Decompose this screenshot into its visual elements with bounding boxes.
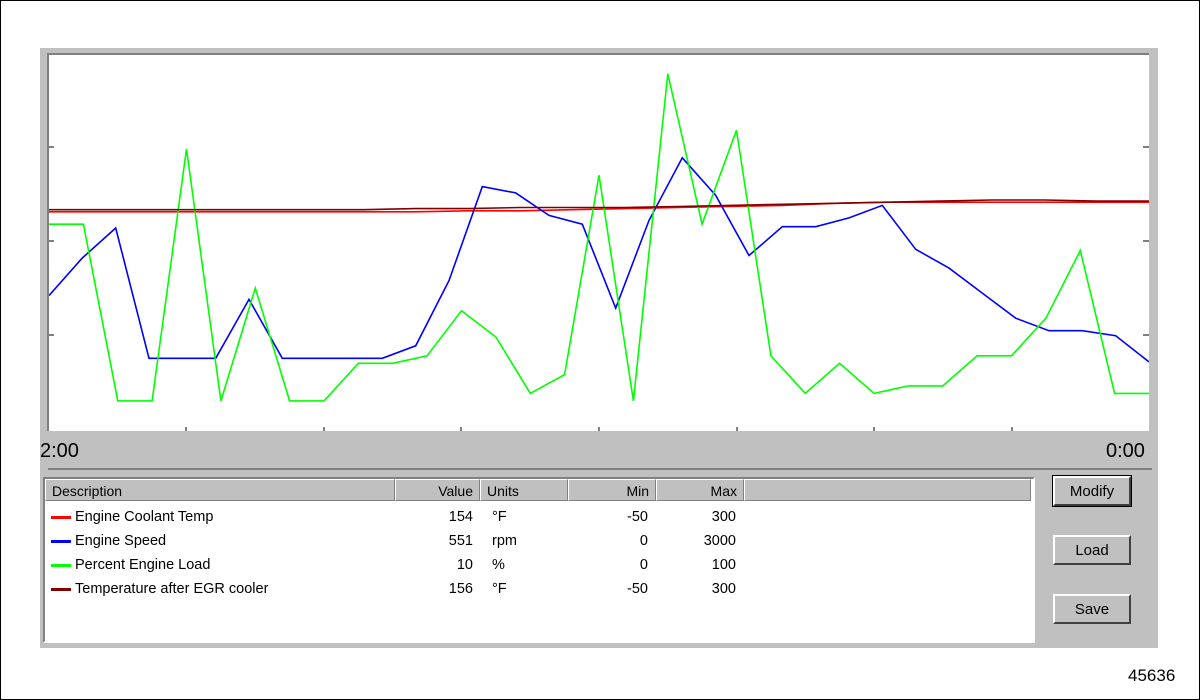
row-min: 0: [639, 533, 648, 549]
time-axis-right-label: 0:00: [1106, 440, 1145, 462]
series-line-2: [49, 156, 1149, 363]
row-description: Engine Coolant Temp: [75, 509, 214, 525]
table-row[interactable]: Engine Coolant Temp 154 °F -50 300: [45, 505, 1033, 529]
load-button[interactable]: Load: [1053, 535, 1131, 565]
series-line-3: [49, 73, 1149, 402]
series-color-swatch: [51, 564, 71, 567]
row-units: %: [492, 557, 505, 573]
chart-svg: [49, 73, 1149, 431]
row-max: 3000: [703, 533, 736, 549]
header-empty: [744, 479, 1031, 501]
row-min: -50: [627, 581, 648, 597]
row-value: 154: [448, 509, 473, 525]
series-line-1: [49, 201, 1149, 213]
table-row[interactable]: Engine Speed 551 rpm 0 3000: [45, 529, 1033, 553]
series-line-4: [49, 199, 1149, 211]
row-value: 156: [448, 581, 473, 597]
row-max: 300: [711, 581, 736, 597]
row-units: rpm: [492, 533, 517, 549]
modify-button[interactable]: Modify: [1052, 475, 1132, 507]
row-description: Engine Speed: [75, 533, 167, 549]
table-row[interactable]: Temperature after EGR cooler 156 °F -50 …: [45, 577, 1033, 601]
row-max: 300: [711, 509, 736, 525]
row-units: °F: [492, 581, 507, 597]
row-value: 10: [456, 557, 473, 573]
time-axis-left-label: 2:00: [40, 440, 79, 462]
header-value[interactable]: Value: [395, 479, 480, 501]
parameter-table: Description Value Units Min Max Engine C…: [43, 477, 1035, 643]
row-min: 0: [639, 557, 648, 573]
series-color-swatch: [51, 588, 71, 591]
header-max[interactable]: Max: [656, 479, 744, 501]
row-max: 100: [711, 557, 736, 573]
save-button[interactable]: Save: [1053, 594, 1131, 624]
header-min[interactable]: Min: [568, 479, 656, 501]
row-units: °F: [492, 509, 507, 525]
figure-number: 45636: [1128, 666, 1176, 685]
header-description[interactable]: Description: [45, 479, 395, 501]
row-min: -50: [627, 509, 648, 525]
row-description: Temperature after EGR cooler: [75, 581, 269, 597]
divider: [48, 468, 1152, 470]
header-units[interactable]: Units: [480, 479, 568, 501]
plot-area: [47, 53, 1149, 431]
row-description: Percent Engine Load: [75, 557, 211, 573]
row-value: 551: [448, 533, 473, 549]
series-color-swatch: [51, 516, 71, 519]
table-row[interactable]: Percent Engine Load 10 % 0 100: [45, 553, 1033, 577]
series-color-swatch: [51, 540, 71, 543]
